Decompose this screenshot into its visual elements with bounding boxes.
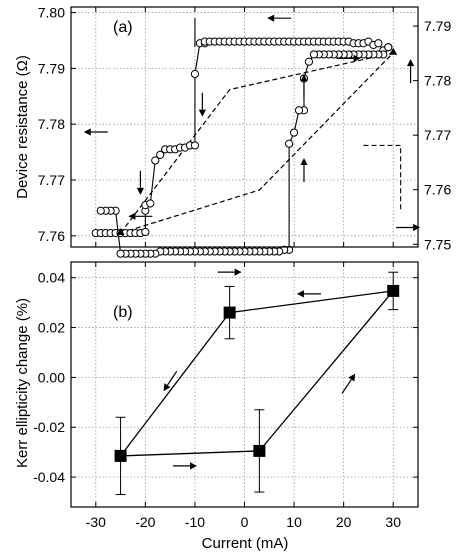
- panel-a-arrow-7-head: [234, 268, 242, 276]
- dashed-loop-marker: [116, 228, 125, 236]
- panel-a-arrow-4: [128, 212, 153, 220]
- y-tick-label: 7.78: [38, 116, 65, 132]
- panel-a-arrow-1: [267, 14, 292, 22]
- panel-a-arrow-4-head: [128, 212, 136, 220]
- y2-tick-label: 7.78: [424, 73, 451, 89]
- panel-a-arrow-2-head: [198, 109, 206, 117]
- resistance-point: [309, 50, 318, 59]
- y-tick-label: 7.80: [38, 5, 65, 21]
- panel-b-arrows: [163, 290, 356, 470]
- x-tick-label: 10: [286, 514, 302, 530]
- panel-a-arrow-6: [300, 157, 308, 182]
- panel-a-arrow-3-head: [136, 187, 144, 195]
- panel-b-arrow-3-head: [190, 462, 198, 470]
- panel-b-arrow-4: [341, 373, 356, 394]
- y2-tick-label: 7.76: [424, 182, 451, 198]
- resistance-point: [141, 227, 150, 237]
- x-tick-label: -20: [135, 514, 155, 530]
- panel-a-y-axis-title: Device resistance (Ω): [14, 55, 31, 199]
- panel-a-series: [91, 37, 398, 258]
- panel-b-arrow-4-head: [348, 373, 356, 382]
- panel-a-arrow-10-head: [413, 223, 421, 232]
- kerr-point: [253, 444, 266, 457]
- panel-a-label: (a): [113, 19, 133, 36]
- x-tick-label: 0: [241, 514, 249, 530]
- panel-b-arrow-3: [173, 462, 198, 470]
- resistance-point: [289, 128, 299, 137]
- panel-a-arrow-7: [217, 268, 242, 276]
- panel-a-axis-ticks: 7.76 7.77 7.78 7.79 7.80 7.75 7.76 7.77 7.78 7.79: [38, 5, 452, 253]
- y-tick-label: 0.02: [38, 320, 65, 336]
- y-tick-label: 0.00: [38, 369, 65, 385]
- panel-a-arrow-8-head: [353, 54, 361, 62]
- panel-a-arrow-9-head: [83, 128, 91, 136]
- y-tick-label: -0.04: [33, 469, 65, 485]
- panel-b-arrow-1: [296, 290, 321, 298]
- panel-b-series: [114, 271, 400, 496]
- resistance-point: [294, 106, 304, 115]
- resistance-point: [304, 57, 314, 66]
- dashed-loop-marker: [389, 47, 398, 55]
- resistance-point: [384, 43, 393, 52]
- y-tick-label: -0.02: [33, 419, 65, 435]
- panel-a: 7.76 7.77 7.78 7.79 7.80 7.75 7.76 7.77 7.78 7.79…: [14, 5, 451, 276]
- y-tick-label: 7.77: [38, 172, 65, 188]
- panel-a-arrow-5: [300, 74, 308, 99]
- resistance-point: [156, 150, 165, 160]
- y2-tick-label: 7.77: [424, 127, 451, 143]
- panel-a-arrow-2: [198, 92, 206, 117]
- panel-b-arrow-2: [163, 370, 178, 392]
- panel-b-axis-ticks: -30 -20 -10 0 10 20 30 -0.04 -0.02 0.00 0.02 0.04: [33, 262, 418, 530]
- panel-a-arrow-11: [406, 59, 415, 84]
- kerr-point: [114, 449, 127, 462]
- panel-a-arrows: [83, 14, 421, 276]
- kerr-point: [223, 306, 236, 319]
- y-tick-label: 7.79: [38, 60, 65, 76]
- y-tick-label: 0.04: [38, 270, 65, 286]
- resistance-point: [374, 39, 383, 48]
- resistance-point: [190, 141, 200, 150]
- panel-b-arrow-2-shaft: [166, 370, 178, 386]
- kerr-point: [387, 284, 400, 297]
- resistance-point: [190, 69, 200, 79]
- panel-b-arrow-2-head: [163, 383, 171, 392]
- panel-a-arrow-11-head: [406, 59, 415, 67]
- resistance-point: [116, 249, 125, 258]
- resistance-point: [146, 199, 155, 208]
- panel-a-arrow-5-head: [300, 74, 308, 82]
- x-tick-label: 20: [336, 514, 352, 530]
- x-axis-title: Current (mA): [202, 535, 289, 552]
- panel-b-label: (b): [113, 304, 133, 321]
- panel-a-arrow-6-head: [300, 157, 308, 165]
- y-tick-label: 7.76: [38, 228, 65, 244]
- x-tick-label: 30: [385, 514, 401, 530]
- panel-b-arrow-4-shaft: [341, 379, 352, 394]
- panel-a-arrow-9: [83, 128, 108, 136]
- y2-tick-label: 7.79: [424, 18, 451, 34]
- panel-b: -30 -20 -10 0 10 20 30 -0.04 -0.02 0.00 0.02 0.04 (…: [14, 261, 419, 552]
- panel-a-arrow-3: [136, 170, 144, 195]
- resistance-point: [151, 156, 160, 165]
- dashed-legend-connector: [363, 144, 402, 213]
- x-tick-label: -10: [185, 514, 205, 530]
- panel-a-arrow-1-head: [267, 14, 275, 22]
- panel-b-y-axis-title: Kerr ellipticity change (%): [14, 298, 31, 468]
- resistance-point: [285, 139, 294, 148]
- resistance-point: [96, 206, 105, 215]
- x-tick-label: -30: [86, 514, 106, 530]
- panel-b-arrow-1-head: [296, 290, 304, 298]
- y2-tick-label: 7.75: [424, 236, 451, 252]
- panel-a-arrow-8: [336, 54, 361, 62]
- panel-a-arrow-10: [396, 223, 421, 232]
